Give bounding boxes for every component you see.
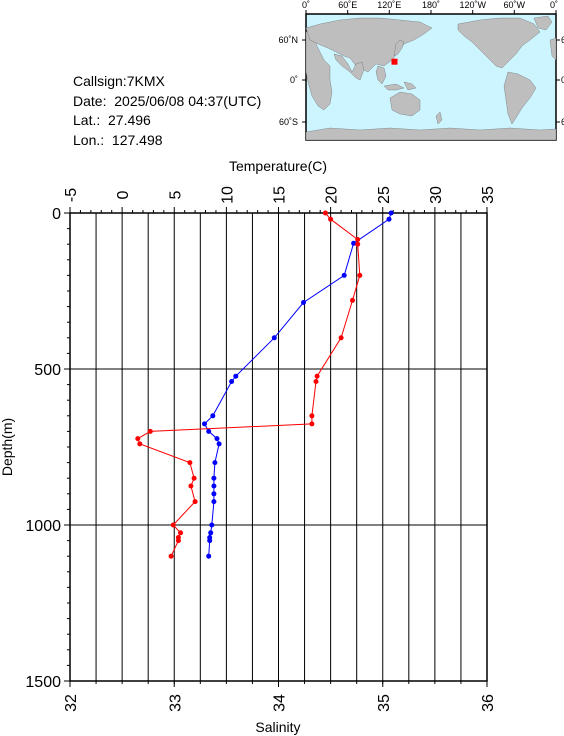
temperature-point [229, 379, 235, 384]
salinity-point [357, 272, 363, 278]
map-lon-label: 0˚ [550, 0, 558, 10]
temperature-tick-label: 35 [480, 186, 497, 204]
temperature-point [206, 553, 212, 559]
temperature-point [214, 436, 220, 442]
station-marker [391, 58, 398, 65]
temperature-tick-label: 10 [219, 186, 236, 204]
salinity-point [338, 335, 344, 341]
temperature-axis-title: Temperature(C) [229, 158, 327, 174]
salinity-point [355, 241, 361, 247]
map-lat-label: 60˚S [561, 117, 564, 127]
map-lat-label: 60˚N [561, 35, 564, 45]
map-lat-label: 0˚ [290, 75, 298, 85]
temperature-point [211, 499, 217, 505]
location-map: 0˚ 60˚E 120˚E 180˚ 120˚W 60˚W 0˚ 60˚N 0˚… [278, 0, 564, 141]
temperature-point [271, 335, 277, 341]
temperature-point [341, 272, 347, 278]
temperature-point [211, 491, 217, 497]
temperature-point [388, 210, 394, 216]
plot-frame [69, 212, 488, 682]
temperature-tick-label: 30 [428, 186, 445, 204]
temperature-tick-label: -5 [63, 188, 80, 202]
salinity-point [188, 483, 194, 489]
salinity-point [187, 460, 193, 466]
depth-tick-label: 0 [52, 206, 61, 223]
salinity-point [309, 421, 315, 427]
salinity-tick-label: 32 [63, 694, 80, 712]
salinity-point [355, 237, 361, 242]
salinity-point [170, 522, 176, 528]
depth-tick-label: 500 [34, 362, 61, 379]
salinity-point [313, 379, 319, 384]
salinity-line [137, 212, 361, 557]
depth-axis-title: Depth(m) [0, 418, 15, 476]
temperature-tick-label: 5 [167, 190, 184, 199]
salinity-point [350, 297, 355, 303]
temperature-point [216, 441, 222, 447]
salinity-point [168, 553, 174, 559]
temperature-tick-label: 25 [376, 186, 393, 204]
salinity-tick-label: 36 [480, 694, 497, 712]
chart-grid [70, 213, 487, 681]
temperature-line [203, 212, 392, 557]
salinity-point [175, 535, 181, 540]
map-lat-label: 0˚ [561, 75, 564, 85]
salinity-tick-label: 34 [272, 694, 289, 712]
depth-tick-label: 1000 [25, 518, 61, 535]
map-lon-label: 0˚ [302, 0, 310, 10]
temperature-point [208, 530, 214, 536]
map-lon-label: 180˚ [422, 0, 440, 10]
station-info: Callsign:7KMX Date: 2025/06/08 04:37(UTC… [73, 72, 261, 150]
temperature-point [207, 538, 213, 544]
temperature-point [386, 216, 392, 222]
salinity-point [175, 538, 181, 544]
salinity-axis-title: Salinity [255, 719, 300, 735]
map-lat-label: 60˚N [278, 35, 298, 45]
map-lon-label: 120˚W [459, 0, 486, 10]
chart-series [135, 210, 394, 559]
temperature-point [209, 522, 215, 528]
salinity-tick-label: 35 [376, 694, 393, 712]
temperature-point [233, 373, 239, 379]
date-text: Date: 2025/06/08 04:37(UTC) [73, 92, 262, 109]
salinity-point [137, 441, 143, 447]
temperature-tick-label: 15 [272, 186, 289, 204]
temperature-point [210, 413, 216, 419]
map-lat-label: 60˚S [279, 117, 298, 127]
salinity-point [178, 530, 183, 536]
map-frame-ticks [302, 10, 560, 123]
salinity-point [191, 475, 197, 481]
temperature-point [351, 240, 357, 246]
depth-tick-label: 1500 [25, 674, 61, 691]
temperature-point [206, 428, 212, 434]
salinity-point [328, 216, 334, 222]
salinity-point [322, 210, 328, 216]
temperature-tick-label: 20 [324, 186, 341, 204]
latitude-text: Lat.: 27.496 [73, 112, 151, 128]
temperature-point [301, 300, 306, 305]
callsign-text: Callsign:7KMX [73, 73, 165, 89]
temperature-tick-label: 0 [115, 190, 132, 199]
map-lon-label: 60˚W [504, 0, 526, 10]
salinity-point [192, 499, 198, 505]
temperature-point [202, 421, 207, 427]
temperature-point [212, 460, 218, 466]
map-landmasses [305, 15, 557, 141]
temperature-point [211, 483, 217, 489]
salinity-point [147, 428, 153, 434]
salinity-point [314, 373, 320, 379]
longitude-text: Lon.: 127.498 [73, 131, 163, 148]
map-lon-label: 60˚E [338, 0, 357, 10]
salinity-point [135, 436, 141, 442]
salinity-point [309, 413, 315, 419]
map-lon-label: 120˚E [377, 0, 401, 10]
temperature-point [207, 535, 213, 540]
salinity-tick-label: 33 [167, 694, 184, 712]
temperature-point [211, 475, 217, 481]
